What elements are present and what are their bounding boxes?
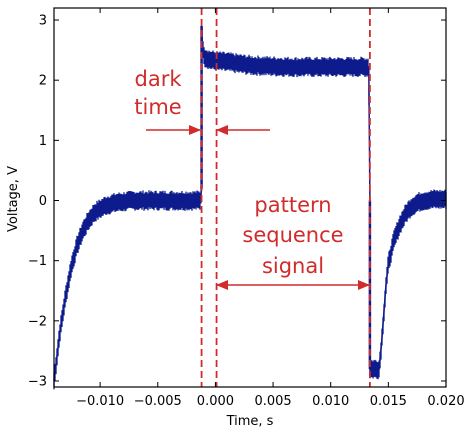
x-axis-label: Time, s xyxy=(226,414,274,429)
y-tick-label: −2 xyxy=(28,314,47,329)
y-tick-label: 2 xyxy=(39,74,47,89)
pattern-label-line1: pattern xyxy=(254,193,331,217)
x-tick-label: −0.005 xyxy=(134,394,182,409)
signal-line xyxy=(53,25,446,382)
plot-frame xyxy=(53,7,447,388)
x-tick-label: −0.010 xyxy=(76,394,124,409)
dark-time-label-line2: time xyxy=(134,95,181,119)
event-lines xyxy=(200,8,371,387)
x-tick-label: 0.005 xyxy=(254,394,291,409)
pattern-label-line3: signal xyxy=(262,254,324,278)
pattern-label-line2: sequence xyxy=(242,223,343,247)
x-tick-label: 0.015 xyxy=(370,394,407,409)
y-axis-label: Voltage, V xyxy=(6,166,21,232)
x-tick-label: 0.020 xyxy=(427,394,464,409)
x-tick-label: 0.010 xyxy=(312,394,349,409)
dark-time-label-line1: dark xyxy=(135,67,183,91)
dark-time-annotation: dark time xyxy=(134,67,270,135)
axes: −0.010 −0.005 0.000 0.005 0.010 0.015 0.020 −3 −… xyxy=(28,7,465,409)
y-tick-label: 0 xyxy=(39,194,47,209)
y-tick-label: −3 xyxy=(28,374,47,389)
x-tick-label: 0.000 xyxy=(197,394,234,409)
y-tick-label: 1 xyxy=(39,134,47,149)
y-tick-label: −1 xyxy=(28,254,47,269)
signal-trace xyxy=(53,25,447,390)
pattern-annotation: pattern sequence signal xyxy=(216,193,370,290)
y-tick-label: 3 xyxy=(39,14,47,29)
signal-noise-band xyxy=(53,28,447,390)
